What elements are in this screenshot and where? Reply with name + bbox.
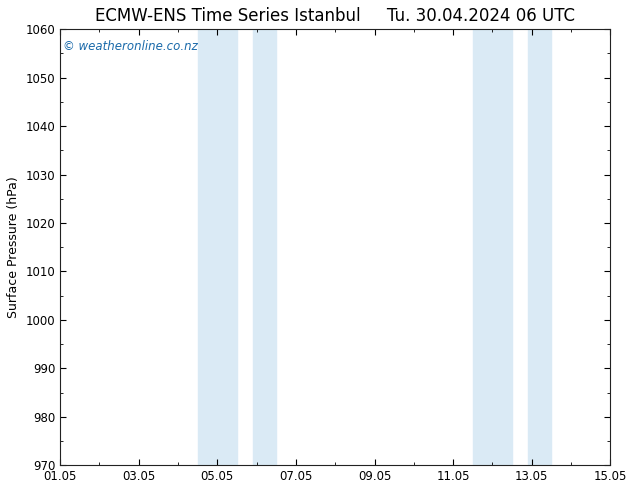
- Bar: [198, 29, 237, 465]
- Bar: [473, 29, 512, 465]
- Bar: [253, 29, 276, 465]
- Y-axis label: Surface Pressure (hPa): Surface Pressure (hPa): [7, 176, 20, 318]
- Bar: [528, 29, 552, 465]
- Text: © weatheronline.co.nz: © weatheronline.co.nz: [63, 40, 198, 53]
- Title: ECMW-ENS Time Series Istanbul     Tu. 30.04.2024 06 UTC: ECMW-ENS Time Series Istanbul Tu. 30.04.…: [95, 7, 575, 25]
